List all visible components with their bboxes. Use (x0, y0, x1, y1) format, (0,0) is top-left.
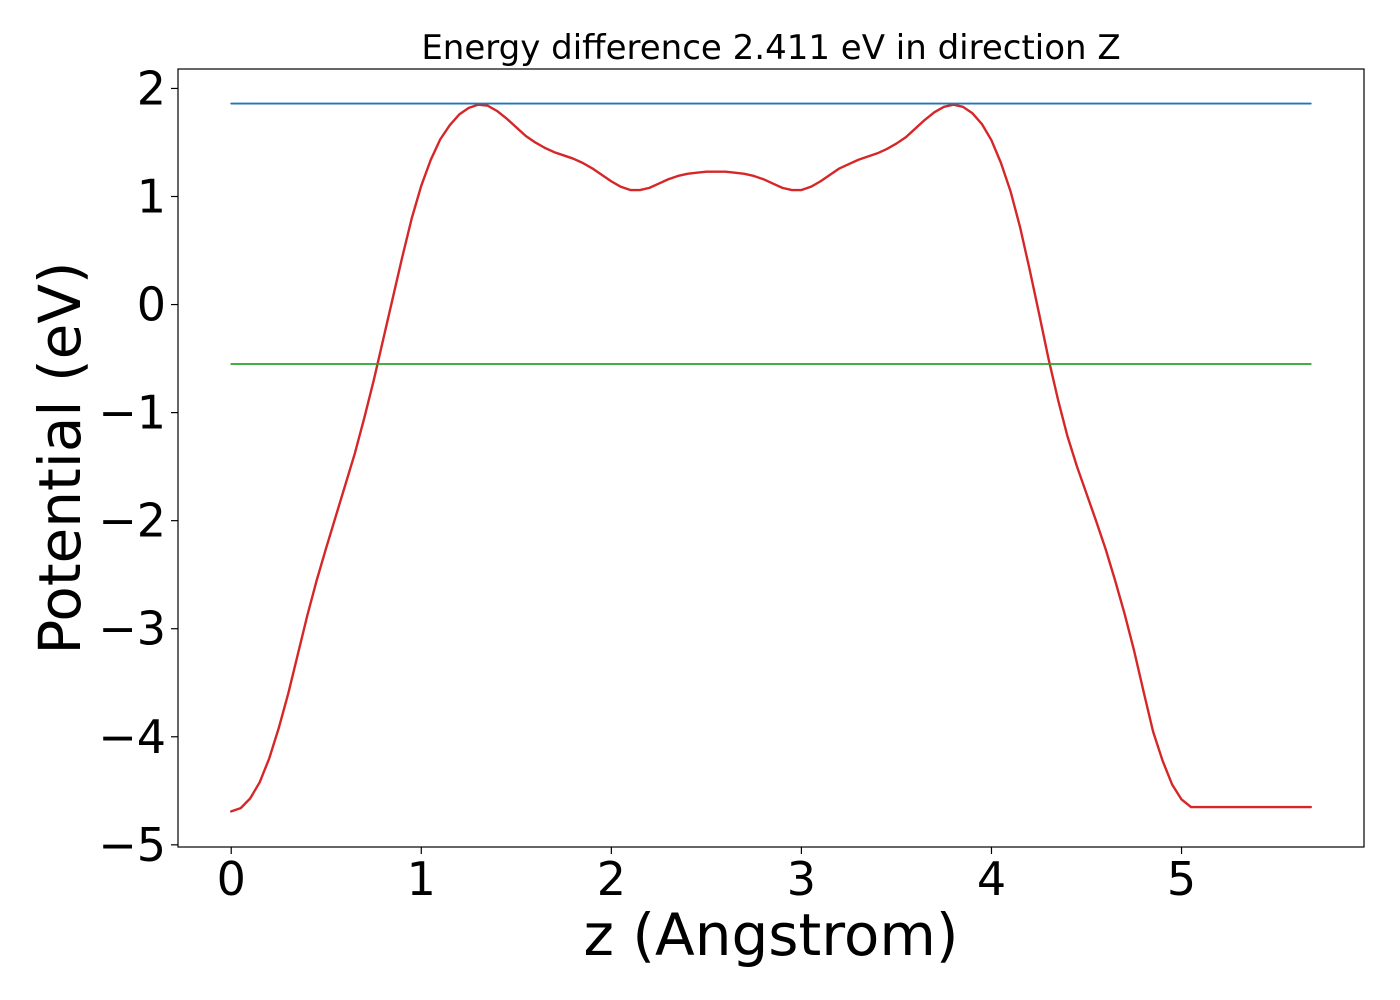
x-axis-ticks: 0 1 2 3 4 5 (217, 847, 1196, 906)
y-tick-label: −5 (98, 818, 166, 872)
x-tick-label: 1 (407, 852, 436, 906)
y-axis-label: Potential (eV) (26, 261, 94, 654)
x-tick-label: 0 (217, 852, 246, 906)
x-tick-label: 4 (977, 852, 1006, 906)
y-tick-label: −4 (98, 710, 166, 764)
y-tick-label: 1 (137, 170, 166, 224)
y-tick-label: −3 (98, 602, 166, 656)
plot-frame (177, 68, 1365, 848)
x-axis-label: z (Angstrom) (584, 901, 959, 969)
y-tick-label: −2 (98, 494, 166, 548)
y-tick-label: 0 (137, 278, 166, 332)
potential-curve (230, 103, 1312, 813)
y-tick-label: −1 (98, 386, 166, 440)
x-tick-label: 5 (1167, 852, 1196, 906)
x-tick-label: 3 (787, 852, 816, 906)
y-axis-ticks: 2 1 0 −1 −2 −3 −4 −5 (98, 61, 178, 872)
chart-title: Energy difference 2.411 eV in direction … (421, 28, 1120, 68)
y-tick-label: 2 (137, 61, 166, 115)
series-layer (230, 102, 1312, 813)
x-tick-label: 2 (597, 852, 626, 906)
